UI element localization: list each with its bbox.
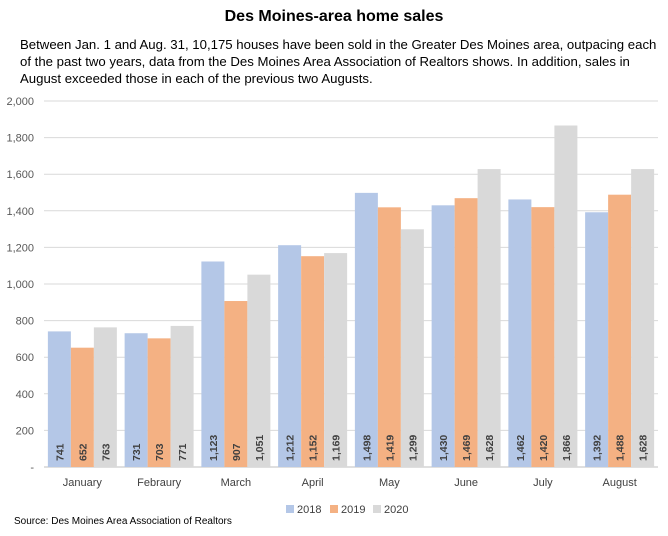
bar-2018-june	[431, 205, 455, 467]
y-tick-label: 200	[16, 425, 34, 437]
bars	[47, 125, 655, 468]
bar-value-label: 1,420	[538, 435, 550, 461]
y-axis-ticks: - 200 400 600 800 1,000 1,200 1,400 1,600 1,800 2,…	[6, 96, 34, 474]
bar-2020-april	[324, 253, 348, 467]
bar-2018-febraury	[124, 333, 148, 467]
bar-2019-august	[608, 194, 632, 468]
bar-value-label: 1,430	[438, 435, 450, 461]
y-tick-label: -	[30, 462, 34, 474]
bar-2019-april	[301, 256, 325, 467]
x-category-label: July	[533, 477, 553, 489]
x-category-label: May	[379, 477, 400, 489]
bar-value-label: 1,123	[208, 435, 220, 461]
bar-value-label: 1,152	[308, 435, 320, 461]
bar-2019-june	[454, 198, 478, 467]
y-tick-label: 600	[16, 352, 34, 364]
bar-labels: 741 652 763 731 703 771 1,123 907 1,051 1,212 1,15…	[54, 435, 649, 461]
legend-swatch-2018	[286, 505, 294, 513]
bar-2018-march	[201, 261, 225, 467]
bar-value-label: 652	[77, 443, 89, 461]
legend-swatch-2020	[373, 505, 381, 513]
bar-value-label: 1,469	[461, 435, 473, 461]
x-category-label: Febraury	[137, 477, 182, 489]
bar-value-label: 1,169	[331, 435, 343, 461]
y-tick-label: 1,800	[6, 133, 34, 145]
bar-value-label: 1,462	[515, 435, 527, 461]
bar-2018-may	[354, 192, 378, 467]
bar-value-label: 907	[231, 443, 243, 461]
bar-2019-febraury	[147, 338, 171, 467]
bar-value-label: 1,628	[484, 435, 496, 461]
bar-value-label: 1,488	[615, 435, 627, 461]
y-tick-label: 1,600	[6, 169, 34, 181]
legend-label-2018: 2018	[297, 504, 321, 516]
bar-value-label: 741	[54, 443, 66, 461]
x-axis-categories: January Febraury March April May June July Augu…	[63, 477, 637, 489]
bar-value-label: 763	[100, 443, 112, 461]
bar-value-label: 1,392	[592, 435, 604, 461]
x-category-label: March	[221, 477, 252, 489]
bar-2019-january	[70, 347, 94, 467]
bar-value-label: 1,051	[254, 435, 266, 461]
bar-value-label: 1,628	[638, 435, 650, 461]
bar-2018-august	[585, 212, 609, 467]
x-category-label: January	[63, 477, 103, 489]
bar-2019-may	[377, 207, 401, 467]
bar-2019-march	[224, 301, 248, 467]
legend: 2018 2019 2020	[286, 504, 408, 516]
chart-subtitle: Between Jan. 1 and Aug. 31, 10,175 house…	[20, 37, 657, 86]
bar-2018-april	[278, 245, 302, 467]
source-note: Source: Des Moines Area Association of R…	[14, 516, 232, 527]
bar-2019-july	[531, 207, 555, 467]
y-tick-label: 400	[16, 389, 34, 401]
bar-value-label: 771	[177, 443, 189, 461]
legend-label-2019: 2019	[341, 504, 365, 516]
y-tick-label: 800	[16, 316, 34, 328]
bar-2020-august	[631, 169, 655, 468]
bar-value-label: 1,299	[407, 435, 419, 461]
bar-2020-june	[477, 169, 501, 468]
bar-value-label: 1,419	[384, 435, 396, 461]
legend-swatch-2019	[330, 505, 338, 513]
y-tick-label: 1,200	[6, 242, 34, 254]
y-tick-label: 2,000	[6, 96, 34, 108]
x-category-label: August	[603, 477, 637, 489]
bar-2020-febraury	[170, 325, 194, 467]
x-category-label: June	[454, 477, 478, 489]
bar-2020-july	[554, 125, 578, 467]
bar-value-label: 1,866	[561, 435, 573, 461]
y-tick-label: 1,400	[6, 206, 34, 218]
bar-2020-march	[247, 274, 271, 467]
chart-title: Des Moines-area home sales	[224, 8, 444, 25]
y-tick-label: 1,000	[6, 279, 34, 291]
bar-value-label: 703	[154, 443, 166, 461]
bar-2020-january	[93, 327, 117, 467]
bar-value-label: 731	[131, 443, 143, 461]
bar-2020-may	[400, 229, 424, 467]
bar-2018-july	[508, 199, 532, 468]
bar-2018-january	[47, 331, 71, 467]
bar-value-label: 1,212	[285, 435, 297, 461]
bar-value-label: 1,498	[361, 435, 373, 461]
legend-label-2020: 2020	[384, 504, 408, 516]
x-category-label: April	[302, 477, 324, 489]
